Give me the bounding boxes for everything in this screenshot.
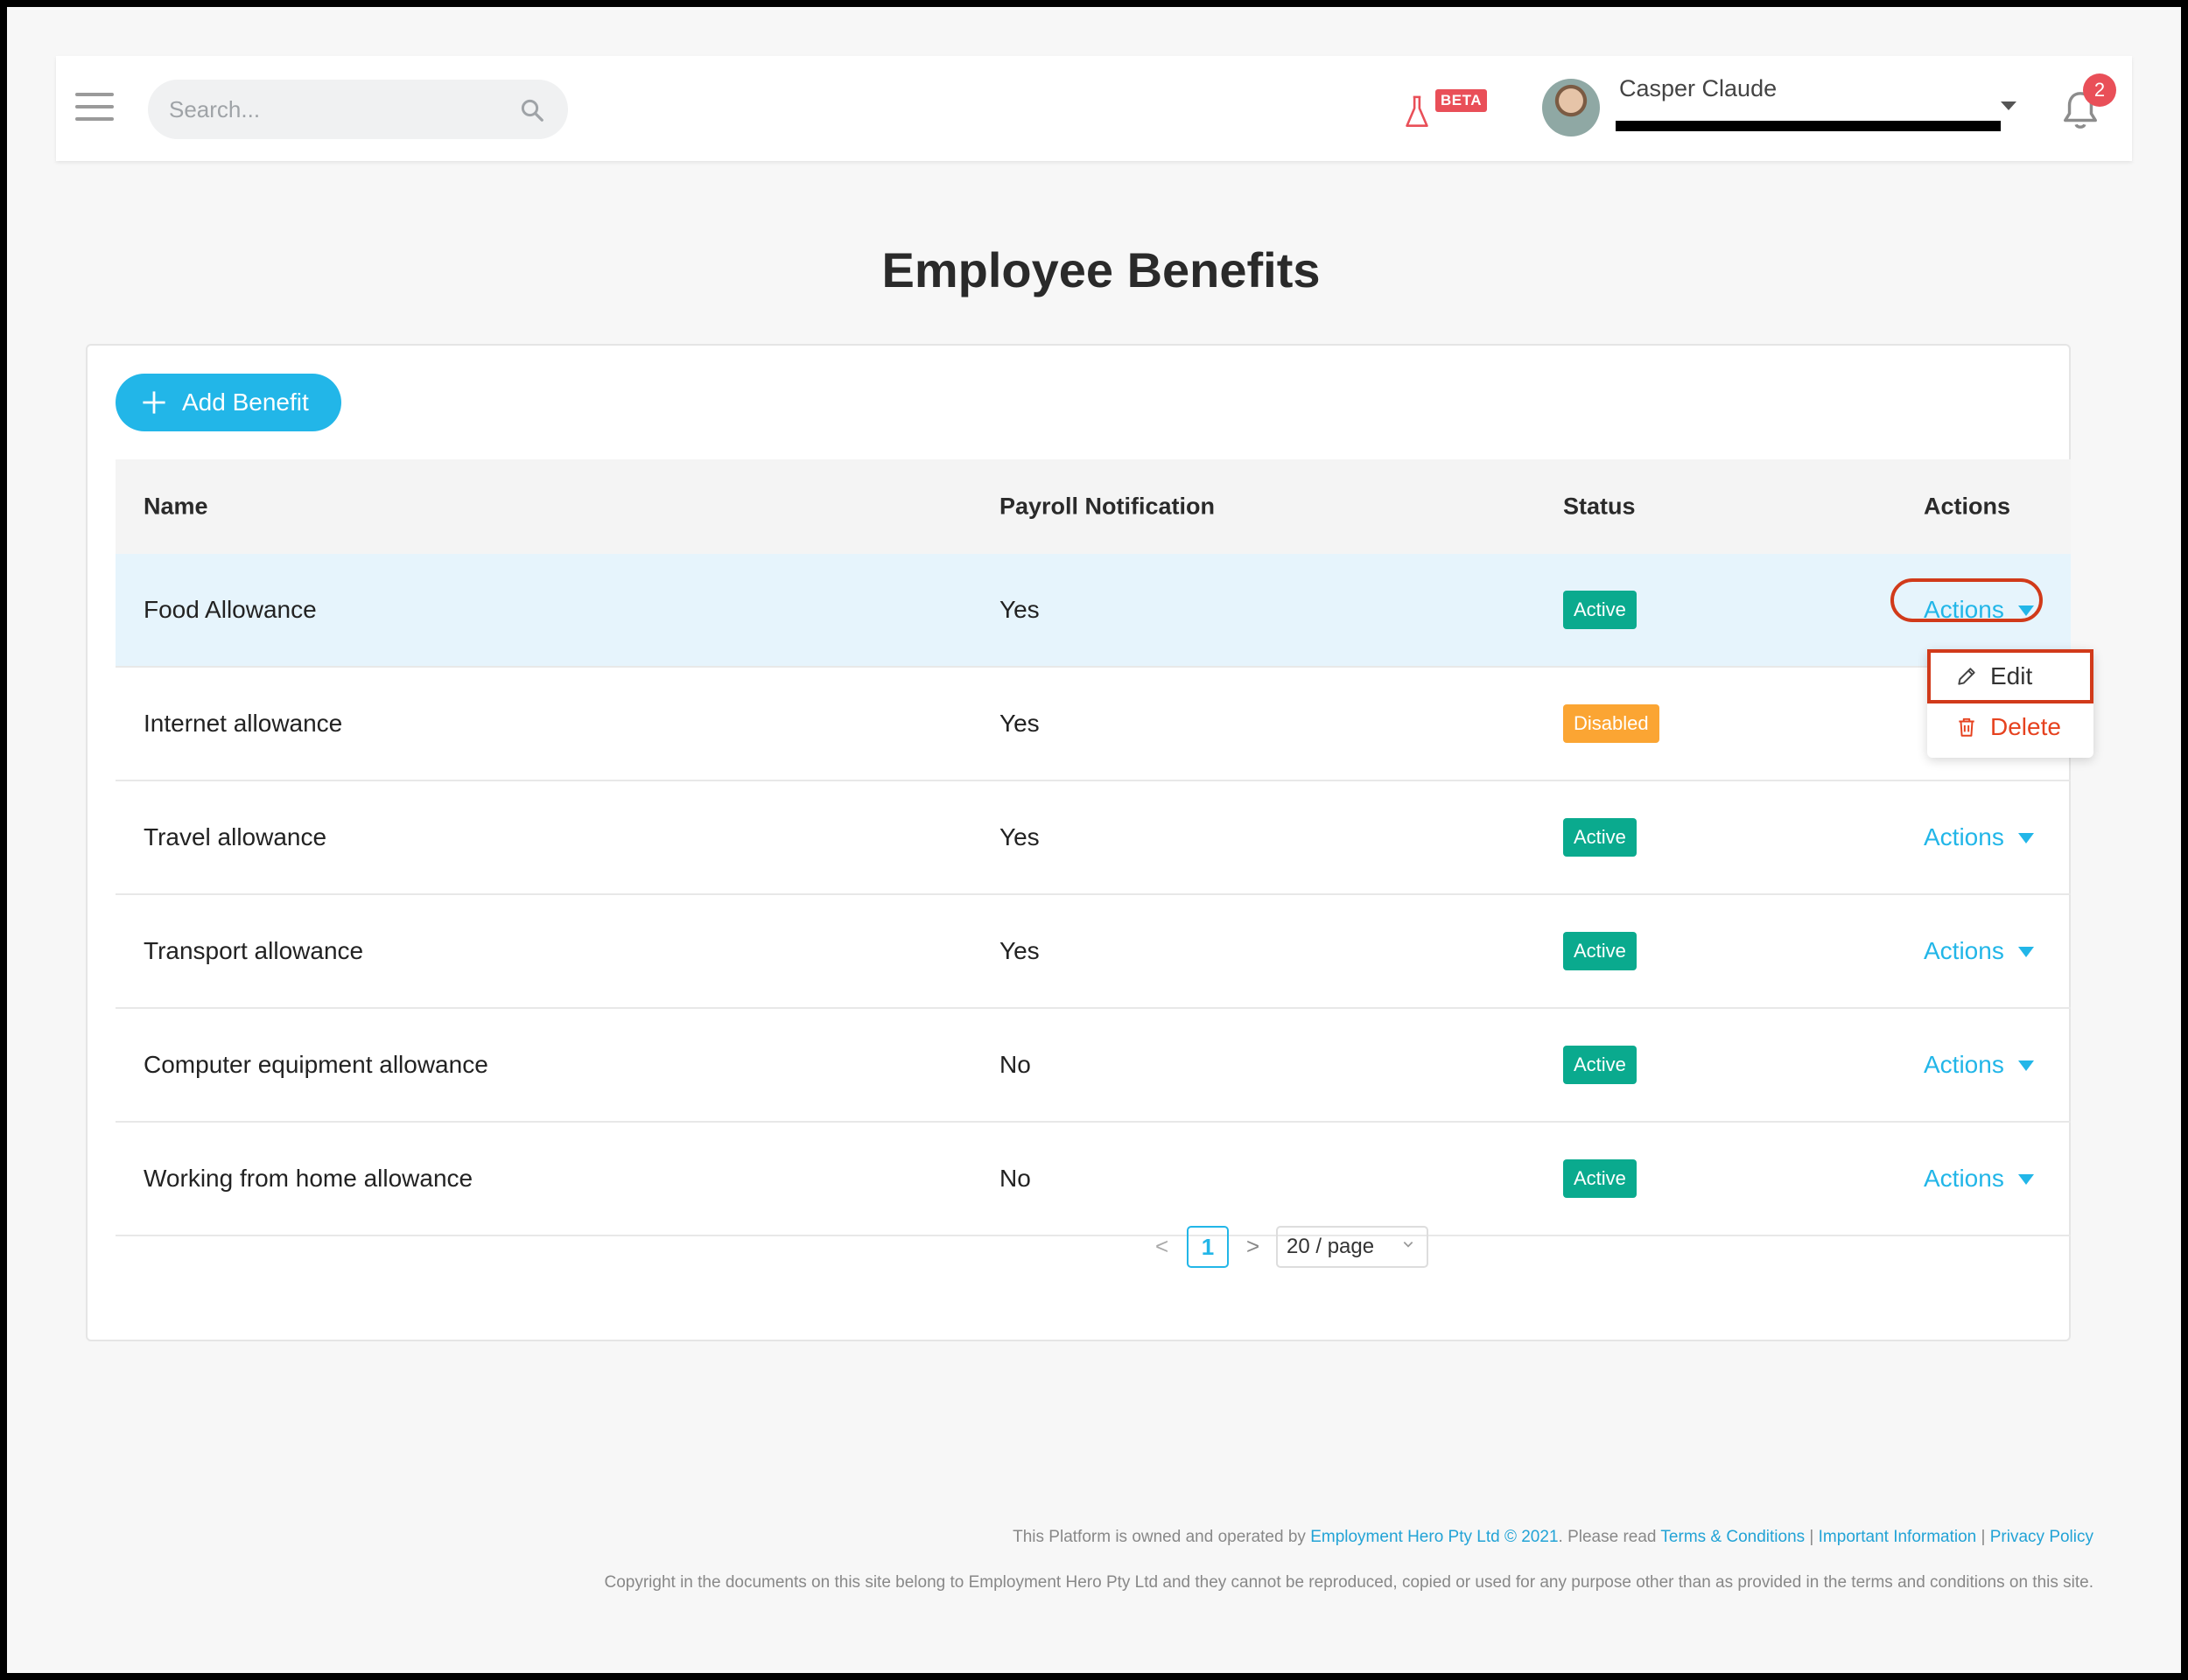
column-header-payroll-notification: Payroll Notification — [999, 493, 1216, 520]
table-header: Name Payroll Notification Status Actions — [116, 459, 2071, 554]
column-header-name: Name — [144, 493, 208, 520]
pagination-next-button[interactable]: > — [1246, 1233, 1260, 1259]
actions-dropdown-menu: Edit Delete — [1927, 649, 2093, 758]
pagination-page-1[interactable]: 1 — [1187, 1226, 1229, 1268]
benefits-table: Name Payroll Notification Status Actions… — [116, 459, 2071, 1236]
beta-badge: BETA — [1435, 89, 1488, 112]
payroll-notification-value: Yes — [999, 710, 1040, 737]
payroll-notification-value: Yes — [999, 823, 1040, 850]
caret-down-icon — [2017, 1174, 2034, 1185]
chevron-down-icon — [1403, 1242, 1413, 1248]
status-badge: Disabled — [1563, 704, 1659, 743]
add-benefit-button[interactable]: Add Benefit — [116, 374, 341, 431]
actions-dropdown-button[interactable]: Actions — [1924, 937, 2034, 965]
status-badge: Active — [1563, 591, 1637, 629]
beta-labs[interactable]: BETA — [1404, 89, 1500, 133]
column-header-actions: Actions — [1924, 493, 2011, 520]
table-row: Travel allowance Yes Active Actions — [116, 781, 2071, 895]
actions-label: Actions — [1924, 1165, 2004, 1192]
company-link[interactable]: Employment Hero Pty Ltd © 2021 — [1310, 1528, 1559, 1546]
edit-menu-item[interactable]: Edit — [1927, 651, 2093, 702]
status-badge: Active — [1563, 1046, 1637, 1084]
redacted-user-detail — [1616, 121, 2001, 131]
user-name[interactable]: Casper Claude — [1619, 75, 1778, 102]
plus-icon — [143, 391, 165, 414]
search-box — [148, 80, 568, 139]
user-menu-chevron-down-icon[interactable] — [2001, 102, 2016, 110]
delete-menu-item[interactable]: Delete — [1927, 702, 2093, 752]
footer-text: This Platform is owned and operated by — [1013, 1528, 1311, 1546]
footer-copyright: Copyright in the documents on this site … — [604, 1573, 2093, 1592]
privacy-policy-link[interactable]: Privacy Policy — [1989, 1528, 2093, 1546]
pencil-icon — [1958, 668, 1975, 685]
benefit-name: Food Allowance — [144, 596, 317, 623]
payroll-notification-value: No — [999, 1051, 1031, 1078]
app-frame: BETA Casper Claude 2 Employee Benefits A… — [7, 7, 2181, 1673]
caret-down-icon — [2017, 947, 2034, 957]
search-input[interactable] — [169, 80, 501, 139]
top-navbar: BETA Casper Claude 2 — [56, 56, 2132, 161]
highlight-annotation — [1927, 649, 2093, 704]
flask-icon — [1406, 95, 1428, 127]
benefit-name: Travel allowance — [144, 823, 327, 850]
payroll-notification-value: No — [999, 1165, 1031, 1192]
terms-link[interactable]: Terms & Conditions — [1660, 1528, 1806, 1546]
footer-text: . Please read — [1558, 1528, 1661, 1546]
actions-label: Actions — [1924, 823, 2004, 850]
actions-dropdown-button[interactable]: Actions — [1924, 1051, 2034, 1079]
payroll-notification-value: Yes — [999, 937, 1040, 964]
footer-separator: | — [1805, 1528, 1819, 1546]
add-benefit-label: Add Benefit — [182, 388, 309, 416]
benefit-name: Internet allowance — [144, 710, 343, 737]
page-size-value: 20 / page — [1287, 1235, 1375, 1258]
table-row: Transport allowance Yes Active Actions — [116, 895, 2071, 1009]
footer-legal: This Platform is owned and operated by E… — [1013, 1528, 2093, 1547]
page-size-select[interactable]: 20 / page — [1276, 1226, 1428, 1268]
pagination-prev-button[interactable]: < — [1155, 1233, 1169, 1259]
highlight-annotation — [1890, 578, 2043, 622]
table-row: Internet allowance Yes Disabled — [116, 668, 2071, 781]
table-row: Food Allowance Yes Active Actions — [116, 554, 2071, 668]
table-row: Computer equipment allowance No Active A… — [116, 1009, 2071, 1123]
caret-down-icon — [2017, 833, 2034, 844]
notification-count-badge: 2 — [2083, 74, 2116, 107]
table-row: Working from home allowance No Active Ac… — [116, 1123, 2071, 1236]
benefits-card: Add Benefit Name Payroll Notification St… — [86, 344, 2071, 1341]
payroll-notification-value: Yes — [999, 596, 1040, 623]
avatar[interactable] — [1542, 79, 1600, 136]
column-header-status: Status — [1563, 493, 1636, 520]
actions-label: Actions — [1924, 1051, 2004, 1078]
menu-icon[interactable] — [75, 93, 114, 121]
status-badge: Active — [1563, 932, 1637, 970]
actions-dropdown-button[interactable]: Actions — [1924, 1165, 2034, 1193]
actions-label: Actions — [1924, 937, 2004, 964]
actions-label: Actions — [1924, 596, 2004, 623]
delete-label: Delete — [1990, 713, 2061, 740]
caret-down-icon — [2017, 1060, 2034, 1071]
benefit-name: Transport allowance — [144, 937, 364, 964]
important-information-link[interactable]: Important Information — [1818, 1528, 1977, 1546]
benefit-name: Working from home allowance — [144, 1165, 473, 1192]
actions-dropdown-button[interactable]: Actions — [1924, 823, 2034, 851]
status-badge: Active — [1563, 1159, 1637, 1198]
edit-label: Edit — [1990, 662, 2033, 690]
search-icon[interactable] — [519, 97, 545, 123]
status-badge: Active — [1563, 818, 1637, 857]
benefit-name: Computer equipment allowance — [144, 1051, 488, 1078]
page-title: Employee Benefits — [881, 242, 1321, 298]
trash-icon — [1959, 718, 1974, 737]
footer-separator: | — [1976, 1528, 1990, 1546]
